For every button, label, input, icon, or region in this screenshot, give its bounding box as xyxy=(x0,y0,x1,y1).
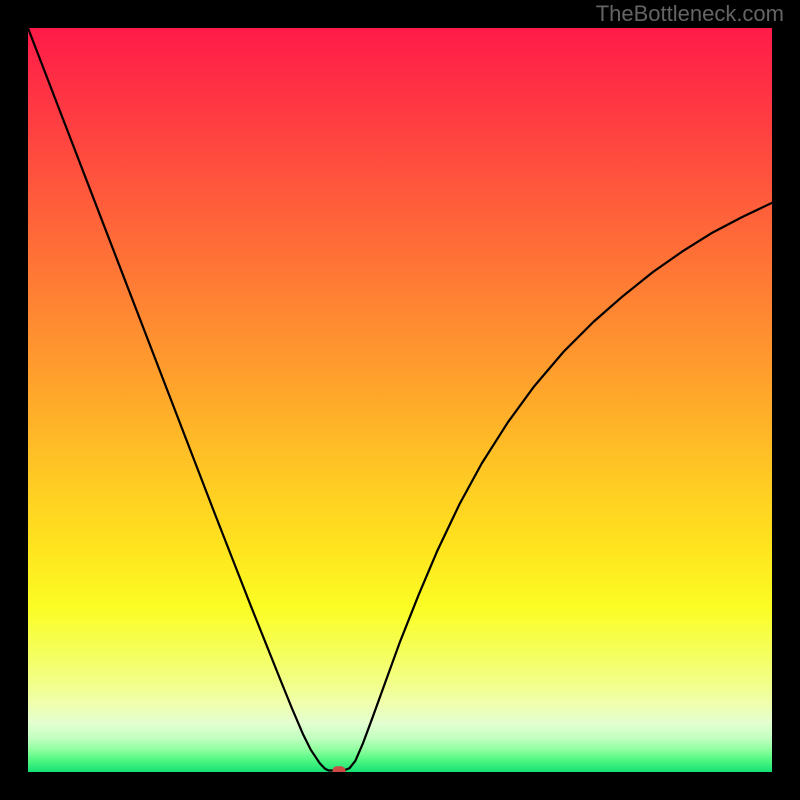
gradient-background xyxy=(28,28,772,772)
chart-svg xyxy=(28,28,772,772)
outer-frame: TheBottleneck.com xyxy=(0,0,800,800)
watermark-text: TheBottleneck.com xyxy=(596,1,784,27)
optimum-marker xyxy=(332,766,345,772)
plot-area xyxy=(28,28,772,772)
